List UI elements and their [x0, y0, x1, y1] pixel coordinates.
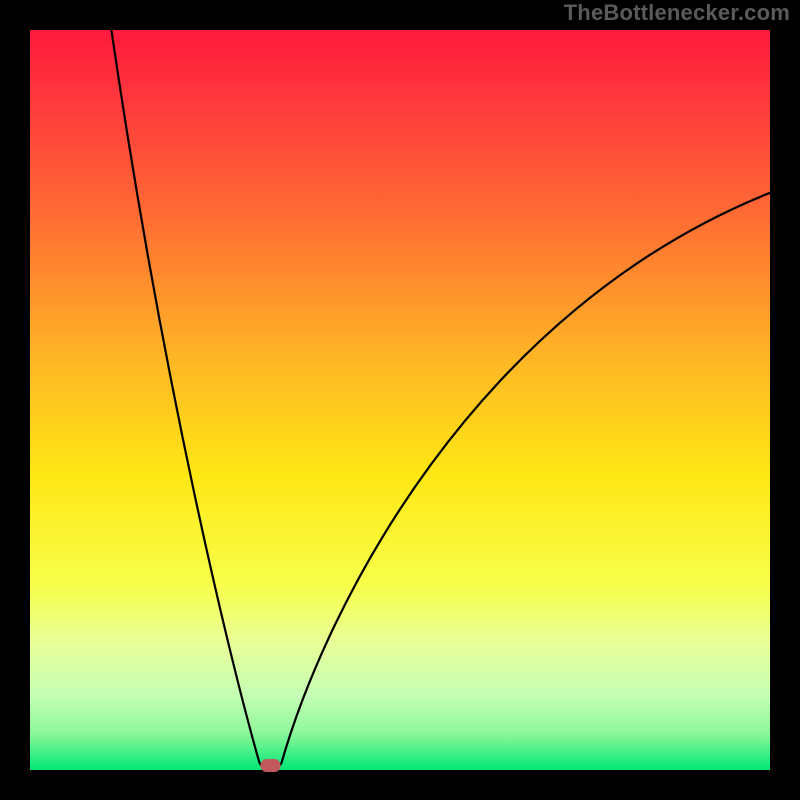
watermark-text: TheBottlenecker.com	[564, 0, 790, 26]
plot-area	[30, 30, 770, 770]
bottleneck-chart-svg	[0, 0, 800, 800]
optimal-marker	[261, 759, 281, 772]
chart-stage: TheBottlenecker.com	[0, 0, 800, 800]
